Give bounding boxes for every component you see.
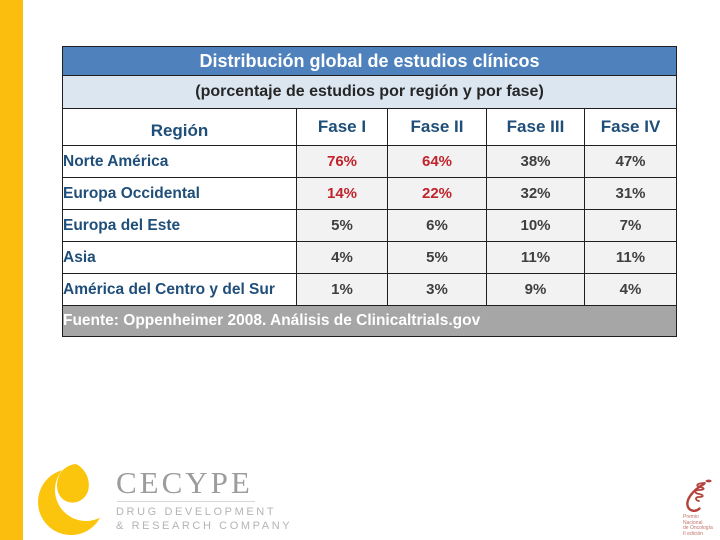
left-accent-bar — [0, 0, 23, 540]
table-row: América del Centro y del Sur 1% 3% 9% 4% — [62, 273, 678, 306]
value-cell: 14% — [296, 177, 388, 210]
award-caption-line: Nacional — [683, 519, 703, 526]
value-cell: 47% — [583, 145, 678, 178]
cecype-tagline-1: DRUG DEVELOPMENT — [116, 506, 277, 518]
region-label: Asia — [62, 241, 297, 274]
table-source: Fuente: Oppenheimer 2008. Análisis de Cl… — [61, 305, 678, 337]
table-row: Norte América 76% 64% 38% 47% — [62, 145, 678, 178]
award-caption: Premio Nacional de Oncología II edición — [683, 514, 719, 537]
table-header-row: Región Fase I Fase II Fase III Fase IV — [62, 108, 678, 146]
region-label: Europa del Este — [62, 209, 297, 242]
value-cell: 4% — [583, 273, 678, 306]
award-logo: Premio Nacional de Oncología II edición — [683, 478, 719, 537]
table-row: Asia 4% 5% 11% 11% — [62, 241, 678, 274]
value-cell: 38% — [486, 145, 585, 178]
value-cell: 3% — [387, 273, 487, 306]
region-label: Europa Occidental — [62, 177, 297, 210]
cecype-name: CECYPE — [116, 465, 253, 500]
column-header-fase-4: Fase IV — [583, 108, 678, 146]
region-label: América del Centro y del Sur — [62, 273, 297, 306]
clinical-studies-table: Distribución global de estudios clínicos… — [61, 46, 678, 337]
region-label: Norte América — [62, 145, 297, 178]
cecype-crescent-icon — [38, 460, 108, 535]
value-cell: 1% — [296, 273, 388, 306]
column-header-fase-3: Fase III — [486, 108, 585, 146]
value-cell: 64% — [387, 145, 487, 178]
column-header-region: Región — [62, 108, 297, 146]
value-cell: 31% — [583, 177, 678, 210]
value-cell: 22% — [387, 177, 487, 210]
value-cell: 11% — [583, 241, 678, 274]
value-cell: 10% — [486, 209, 585, 242]
value-cell: 7% — [583, 209, 678, 242]
table-subtitle-row: (porcentaje de estudios por región y por… — [61, 75, 678, 109]
cecype-tagline-2: & RESEARCH COMPANY — [116, 520, 293, 532]
table-subtitle: (porcentaje de estudios por región y por… — [61, 75, 678, 109]
value-cell: 76% — [296, 145, 388, 178]
cecype-wordmark: CECYPE DRUG DEVELOPMENT & RESEARCH COMPA… — [116, 460, 292, 533]
column-header-fase-1: Fase I — [296, 108, 388, 146]
award-caption-line: de Oncología — [683, 525, 713, 531]
column-header-fase-2: Fase II — [387, 108, 487, 146]
value-cell: 32% — [486, 177, 585, 210]
value-cell: 5% — [387, 241, 487, 274]
award-figure-icon — [686, 479, 712, 512]
table-source-row: Fuente: Oppenheimer 2008. Análisis de Cl… — [61, 305, 678, 337]
value-cell: 9% — [486, 273, 585, 306]
table-row: Europa Occidental 14% 22% 32% 31% — [62, 177, 678, 210]
award-caption-line: Premio — [683, 514, 699, 520]
table-title: Distribución global de estudios clínicos — [61, 46, 678, 76]
cecype-logo: CECYPE DRUG DEVELOPMENT & RESEARCH COMPA… — [36, 460, 292, 540]
value-cell: 5% — [296, 209, 388, 242]
cecype-divider — [117, 501, 255, 502]
value-cell: 6% — [387, 209, 487, 242]
award-caption-line: II edición — [683, 530, 704, 537]
table-row: Europa del Este 5% 6% 10% 7% — [62, 209, 678, 242]
value-cell: 4% — [296, 241, 388, 274]
table-title-row: Distribución global de estudios clínicos — [61, 46, 678, 76]
value-cell: 11% — [486, 241, 585, 274]
